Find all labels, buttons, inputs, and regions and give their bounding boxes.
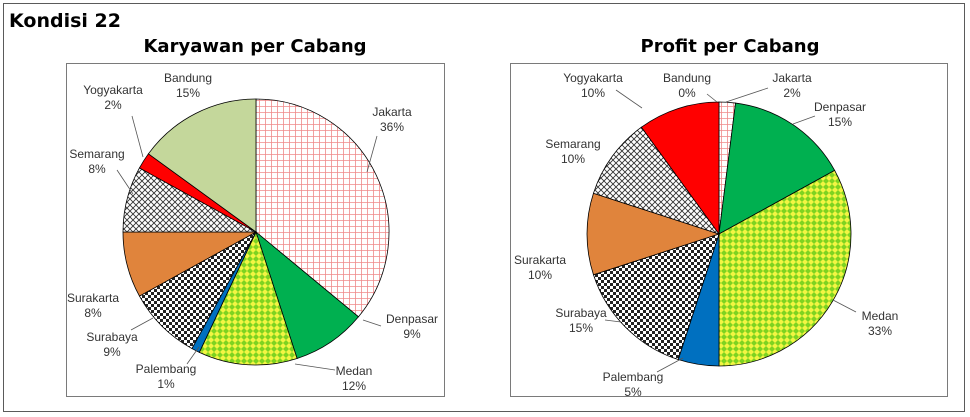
data-label-percent-denpasar: 9% (403, 327, 421, 341)
data-label-bandung: Bandung (663, 71, 711, 85)
pie-slice-bandung (147, 98, 257, 233)
data-label-percent-jakarta: 2% (783, 86, 801, 100)
data-label-percent-surabaya: 15% (569, 321, 593, 335)
pie-slice-surakarta (586, 192, 721, 276)
leader-line-denpasar (792, 115, 816, 125)
data-label-yogyakarta: Yogyakarta (83, 83, 143, 97)
leader-line-medan (294, 363, 336, 371)
data-label-percent-medan: 33% (868, 324, 892, 338)
data-label-jakarta: Jakarta (772, 71, 812, 85)
data-label-medan: Medan (862, 309, 899, 323)
data-label-percent-medan: 12% (342, 379, 366, 393)
data-label-semarang: Semarang (69, 147, 124, 161)
data-label-surakarta: Surakarta (514, 253, 566, 267)
pie-slice-medan (198, 230, 298, 366)
leader-line-medan (832, 299, 857, 313)
leader-line-surabaya (130, 317, 154, 331)
data-label-yogyakarta: Yogyakarta (563, 71, 623, 85)
pie-slice-semarang (592, 126, 721, 235)
pie-slice-jakarta (255, 98, 390, 318)
data-label-palembang: Palembang (603, 370, 664, 384)
data-label-denpasar: Denpasar (814, 100, 866, 114)
plot-area-profit: Bandung 0% Jakarta 2% Denpasar 15% Medan 33% Pal… (510, 63, 948, 399)
leader-line-palembang (186, 346, 200, 365)
leader-line-jakarta (725, 87, 769, 103)
pie-chart-karyawan: Jakarta36%Denpasar9%Medan12%Palembang1%S… (67, 71, 438, 393)
leader-line-denpasar (362, 319, 382, 327)
data-label-jakarta: Jakarta (372, 105, 412, 119)
data-label-percent-semarang: 8% (88, 162, 106, 176)
data-label-medan: Medan (336, 364, 373, 378)
leader-line-yogyakarta (131, 115, 144, 158)
data-label-percent-jakarta: 36% (380, 120, 404, 134)
page-title: Kondisi 22 (9, 10, 121, 32)
data-label-percent-palembang: 5% (624, 385, 642, 399)
data-label-bandung: Bandung (164, 71, 212, 85)
pie-slice-medan (718, 169, 852, 367)
chart-title-profit: Profit per Cabang (640, 36, 820, 57)
pie-slice-yogyakarta (640, 101, 720, 236)
data-label-percent-bandung: 0% (678, 86, 696, 100)
data-label-semarang: Semarang (545, 137, 600, 151)
data-label-percent-semarang: 10% (561, 152, 585, 166)
data-label-palembang: Palembang (136, 362, 197, 376)
data-label-percent-surakarta: 8% (84, 306, 102, 320)
data-label-percent-palembang: 1% (157, 377, 175, 391)
leader-line-yogyakarta (615, 89, 643, 109)
leader-line-bandung (706, 93, 718, 103)
leader-line-jakarta (366, 135, 378, 173)
pie-slice-denpasar (718, 102, 836, 235)
pie-slice-surabaya (592, 233, 720, 361)
data-label-percent-yogyakarta: 2% (104, 98, 122, 112)
data-label-percent-yogyakarta: 10% (581, 86, 605, 100)
chart-title-karyawan: Karyawan per Cabang (143, 36, 367, 57)
leader-line-semarang (116, 169, 134, 195)
data-label-percent-surakarta: 10% (528, 268, 552, 282)
data-label-percent-surabaya: 9% (103, 345, 121, 359)
plot-area-karyawan: Jakarta 36% Denpasar 9% Medan 12% Palembang 1% S… (66, 63, 445, 397)
data-label-surabaya: Surabaya (86, 330, 138, 344)
data-label-surabaya: Surabaya (555, 306, 607, 320)
data-label-percent-bandung: 15% (176, 86, 200, 100)
data-label-denpasar: Denpasar (386, 312, 438, 326)
data-label-surakarta: Surakarta (67, 291, 119, 305)
pie-chart-profit: Bandung0%Jakarta2%Denpasar15%Medan33%Pal… (514, 71, 899, 399)
data-label-percent-denpasar: 15% (828, 115, 852, 129)
leader-line-palembang (656, 357, 684, 373)
leader-line-surabaya (604, 319, 622, 323)
